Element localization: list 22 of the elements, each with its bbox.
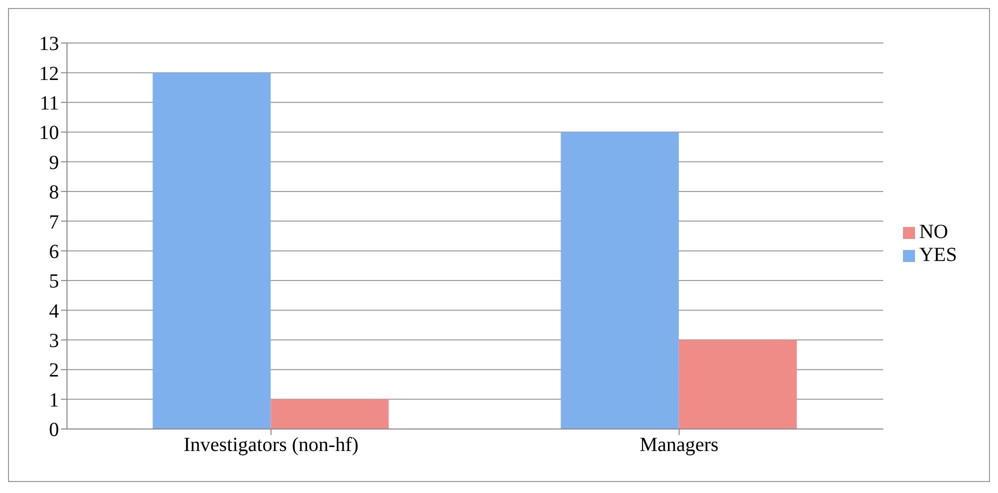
legend-label: NO bbox=[919, 221, 948, 243]
bar bbox=[560, 132, 679, 429]
y-tick-label: 12 bbox=[39, 62, 59, 85]
y-tick-label: 2 bbox=[49, 360, 59, 382]
bar bbox=[678, 340, 797, 429]
y-tick-label: 1 bbox=[49, 389, 59, 412]
y-tick-label: 6 bbox=[49, 240, 59, 263]
y-tick-label: 9 bbox=[49, 152, 59, 174]
y-tick-label: 7 bbox=[49, 211, 59, 234]
y-tick-label: 13 bbox=[39, 33, 59, 56]
y-tick-label: 0 bbox=[49, 419, 59, 442]
bar bbox=[152, 72, 271, 429]
x-tick-label: Managers bbox=[640, 434, 719, 456]
y-tick-label: 5 bbox=[49, 270, 59, 293]
y-tick-label: 10 bbox=[39, 122, 59, 144]
y-tick-label: 3 bbox=[49, 330, 59, 352]
legend-label: YES bbox=[919, 244, 957, 266]
y-tick-label: 8 bbox=[49, 182, 59, 204]
x-tick-label: Investigators (non-hf) bbox=[184, 434, 359, 456]
y-tick-label: 4 bbox=[49, 300, 59, 322]
y-tick-label: 11 bbox=[40, 92, 59, 114]
bar bbox=[270, 399, 389, 429]
